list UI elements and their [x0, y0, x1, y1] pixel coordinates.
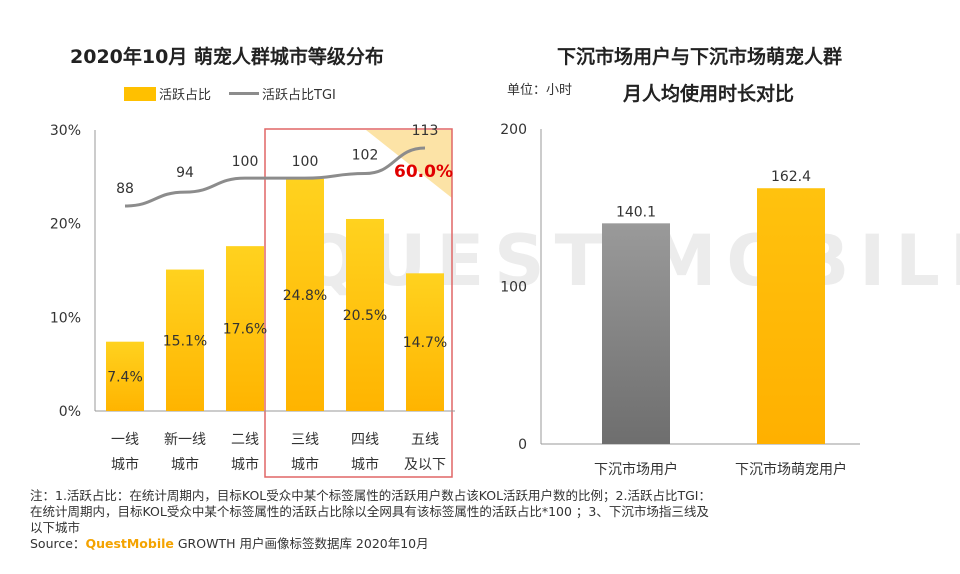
- bar-value-label: 24.8%: [283, 288, 327, 304]
- bar: [226, 246, 264, 411]
- tgi-line: [124, 146, 426, 208]
- footnote-line3: 以下城市: [30, 520, 81, 535]
- source-brand: QuestMobile: [85, 536, 174, 551]
- right-chart-unit: 单位：小时: [507, 83, 573, 98]
- category-label: 下沉市场用户: [594, 461, 678, 478]
- tgi-value-label: 88: [116, 181, 134, 197]
- y-tick-label: 10%: [50, 310, 81, 326]
- y-tick-label: 0%: [59, 404, 81, 420]
- tgi-value-label: 100: [232, 154, 259, 170]
- bar: [602, 223, 670, 444]
- y-tick-label: 100: [500, 280, 527, 296]
- category-label-line1: 一线: [111, 432, 139, 448]
- bar: [406, 273, 444, 411]
- left-chart-legend: 活跃占比 活跃占比TGI: [124, 84, 336, 103]
- legend-bar-swatch: [124, 86, 156, 101]
- right-chart-title-line1: 下沉市场用户与下沉市场萌宠人群: [557, 46, 843, 68]
- right-chart-title-line2: 月人均使用时长对比: [623, 83, 795, 105]
- category-label-line1: 新一线: [164, 432, 206, 448]
- bar-value-label: 7.4%: [107, 369, 143, 385]
- y-tick-label: 0: [518, 437, 527, 453]
- bar: [286, 178, 324, 411]
- left-chart-title: 2020年10月 萌宠人群城市等级分布: [70, 46, 384, 68]
- source-rest: GROWTH 用户画像标签数据库 2020年10月: [173, 536, 429, 551]
- right-chart: 0 100 200 140.1 下沉市场用户 162.4 下沉市场萌宠用户: [500, 122, 860, 478]
- category-label: 下沉市场萌宠用户: [735, 461, 847, 478]
- highlight-value: 60.0%: [394, 162, 453, 182]
- category-label-line2: 城市: [291, 456, 319, 473]
- legend-line-swatch: [229, 92, 260, 95]
- category-label-line2: 城市: [231, 456, 259, 473]
- bar: [166, 269, 204, 411]
- left-chart: 0% 10% 20% 30% 7.4% 15.1% 17.6% 24.8% 20.5% 14.7%…: [50, 123, 455, 478]
- bar-value-label: 140.1: [616, 204, 656, 220]
- y-tick-label: 30%: [50, 123, 81, 139]
- bar-value-label: 20.5%: [343, 308, 387, 324]
- category-label-line1: 四线: [351, 432, 379, 448]
- category-label-line1: 三线: [291, 432, 319, 448]
- footnote-line1: 注：1.活跃占比：在统计周期内，目标KOL受众中某个标签属性的活跃用户数占该KO…: [30, 488, 711, 503]
- category-label-line2: 及以下: [404, 457, 446, 473]
- y-tick-label: 20%: [50, 217, 81, 233]
- footnote: 注：1.活跃占比：在统计周期内，目标KOL受众中某个标签属性的活跃用户数占该KO…: [30, 488, 930, 552]
- tgi-value-label: 113: [412, 123, 439, 139]
- bar: [346, 218, 384, 411]
- bar-value-label: 162.4: [771, 169, 811, 185]
- category-label-line2: 城市: [111, 456, 139, 473]
- bar: [106, 341, 144, 411]
- category-label-line2: 城市: [171, 456, 199, 473]
- source-prefix: Source：: [30, 536, 86, 551]
- bar-value-label: 14.7%: [403, 335, 447, 351]
- footnote-line2: 在统计周期内，目标KOL受众中某个标签属性的活跃占比除以全网具有该标签属性的活跃…: [30, 504, 709, 519]
- highlight-box: [264, 128, 453, 478]
- y-tick-label: 200: [500, 122, 527, 138]
- tgi-value-label: 102: [352, 148, 379, 164]
- tgi-value-label: 100: [292, 154, 319, 170]
- tgi-value-label: 94: [176, 165, 194, 181]
- source-line: Source：QuestMobile GROWTH 用户画像标签数据库 2020…: [30, 536, 930, 552]
- category-label-line1: 二线: [231, 432, 259, 448]
- highlight-corner: [366, 130, 452, 198]
- bar: [757, 188, 825, 444]
- legend-line-label: 活跃占比TGI: [262, 88, 336, 103]
- category-label-line1: 五线: [411, 432, 439, 448]
- bar-value-label: 17.6%: [223, 322, 267, 338]
- legend-bar-label: 活跃占比: [159, 88, 212, 103]
- category-label-line2: 城市: [351, 456, 379, 473]
- bar-value-label: 15.1%: [163, 333, 207, 349]
